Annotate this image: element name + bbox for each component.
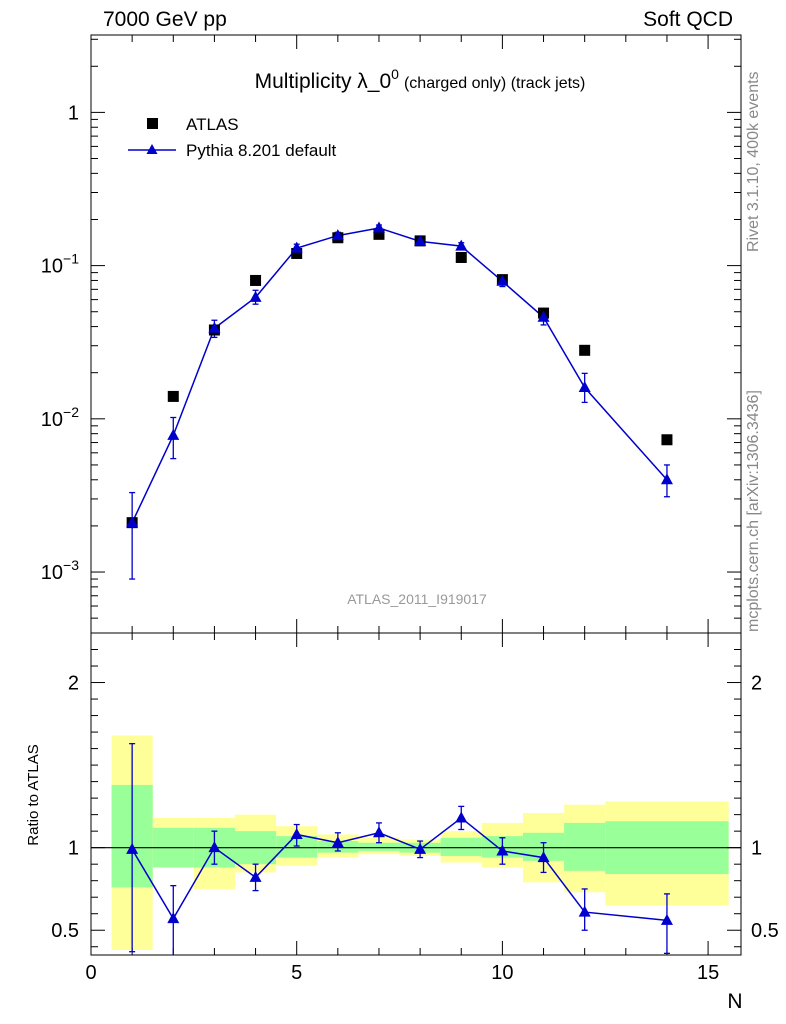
atlas-point bbox=[579, 344, 591, 356]
pythia-point bbox=[372, 221, 385, 233]
atlas-point bbox=[373, 228, 385, 240]
y-tick-label: 10−3 bbox=[41, 557, 79, 584]
ratio-panel-data bbox=[126, 742, 673, 955]
ratio-point bbox=[537, 851, 550, 863]
x-tick-label: 15 bbox=[697, 962, 719, 984]
x-tick-label: 0 bbox=[85, 962, 96, 984]
pythia-point bbox=[496, 274, 509, 286]
pythia-point bbox=[537, 310, 550, 322]
legend-atlas-label: ATLAS bbox=[186, 115, 239, 134]
analysis-watermark: ATLAS_2011_I919017 bbox=[347, 591, 487, 607]
green-band bbox=[276, 836, 318, 858]
pythia-point bbox=[290, 241, 303, 253]
ratio-y-tick-label: 2 bbox=[68, 673, 79, 695]
header-left-label: 7000 GeV pp bbox=[103, 8, 227, 31]
ratio-y-tick-label: 1 bbox=[68, 838, 79, 860]
pythia-point bbox=[414, 234, 427, 246]
pythia-line bbox=[131, 227, 668, 523]
y-tick-label: 1 bbox=[68, 102, 79, 124]
pythia-point bbox=[455, 239, 468, 251]
ratio-point bbox=[331, 836, 344, 848]
x-tick-label: 5 bbox=[291, 962, 302, 984]
header-right-label: Soft QCD bbox=[643, 8, 733, 31]
ratio-point bbox=[372, 826, 385, 838]
main-panel-data bbox=[126, 221, 673, 580]
atlas-point bbox=[291, 247, 303, 259]
atlas-point bbox=[455, 251, 467, 263]
ratio-y-tick-label-right: 1 bbox=[751, 838, 762, 860]
green-band bbox=[564, 822, 606, 871]
ratio-panel-frame bbox=[90, 632, 742, 956]
ratio-point bbox=[290, 827, 303, 839]
chart-title: Multiplicity λ_00(charged only) (track j… bbox=[255, 66, 586, 93]
ratio-point bbox=[578, 905, 591, 917]
atlas-point bbox=[250, 274, 262, 286]
ratio-point bbox=[126, 842, 139, 854]
pythia-point bbox=[167, 428, 180, 440]
pythia-point bbox=[331, 229, 344, 241]
x-tick-label: 10 bbox=[491, 962, 513, 984]
pythia-point bbox=[660, 473, 673, 485]
ratio-y-tick-label-right: 2 bbox=[751, 673, 762, 695]
ratio-y-tick-label-right: 0.5 bbox=[751, 920, 779, 942]
atlas-point bbox=[661, 434, 673, 446]
x-axis-label: N bbox=[727, 990, 742, 1013]
ratio-point bbox=[455, 811, 468, 823]
ratio-point bbox=[414, 842, 427, 854]
ratio-point bbox=[167, 912, 180, 924]
pythia-point bbox=[208, 321, 221, 333]
ratio-point bbox=[660, 913, 673, 925]
atlas-point bbox=[167, 390, 179, 402]
y-tick-label: 10−2 bbox=[41, 404, 79, 431]
y-tick-label: 10−1 bbox=[41, 251, 79, 278]
ratio-point bbox=[249, 870, 262, 882]
green-band bbox=[440, 837, 482, 856]
pythia-point bbox=[578, 381, 591, 393]
legend-pythia-marker bbox=[146, 144, 158, 154]
green-band bbox=[358, 842, 400, 851]
pythia-point bbox=[126, 516, 139, 528]
ratio-point bbox=[208, 841, 221, 853]
legend-atlas-marker bbox=[147, 118, 158, 129]
ratio-y-axis-label: Ratio to ATLAS bbox=[25, 744, 42, 845]
ratio-point bbox=[496, 844, 509, 856]
pythia-point bbox=[249, 290, 262, 302]
legend-pythia-label: Pythia 8.201 default bbox=[186, 141, 337, 160]
ratio-y-tick-label: 0.5 bbox=[51, 920, 79, 942]
